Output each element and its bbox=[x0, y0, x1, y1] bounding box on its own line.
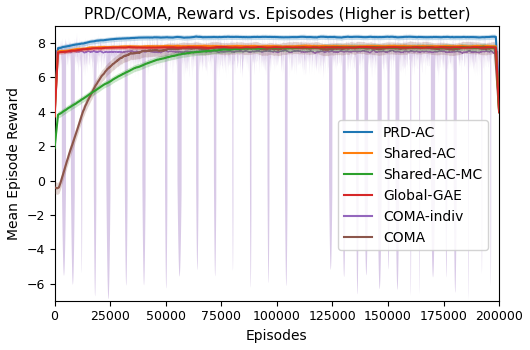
X-axis label: Episodes: Episodes bbox=[246, 329, 308, 343]
Title: PRD/COMA, Reward vs. Episodes (Higher is better): PRD/COMA, Reward vs. Episodes (Higher is… bbox=[84, 7, 470, 22]
Legend: PRD-AC, Shared-AC, Shared-AC-MC, Global-GAE, COMA-indiv, COMA: PRD-AC, Shared-AC, Shared-AC-MC, Global-… bbox=[339, 120, 488, 250]
Y-axis label: Mean Episode Reward: Mean Episode Reward bbox=[7, 87, 21, 240]
